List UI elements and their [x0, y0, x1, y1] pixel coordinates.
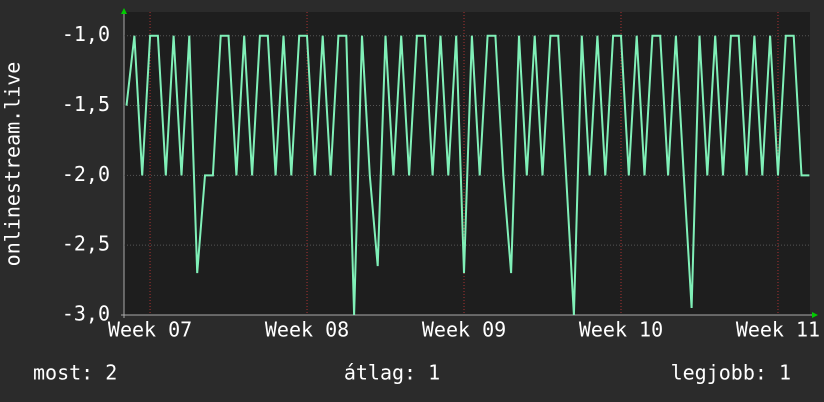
- stat-current: most: 2: [33, 361, 117, 385]
- x-tick-label: Week 07: [108, 318, 192, 342]
- y-tick-label: -2,5: [62, 232, 110, 256]
- stat-best: legjobb: 1: [671, 361, 791, 385]
- x-tick-label: Week 11: [736, 318, 820, 342]
- x-tick-label: Week 10: [579, 318, 663, 342]
- y-tick-label: -2,0: [62, 162, 110, 186]
- stat-average: átlag: 1: [344, 361, 440, 385]
- y-arrow: [121, 8, 127, 14]
- x-tick-label: Week 09: [422, 318, 506, 342]
- x-tick-label: Week 08: [265, 318, 349, 342]
- y-tick-label: -1,0: [62, 22, 110, 46]
- x-arrow: [812, 312, 818, 318]
- y-tick-label: -3,0: [62, 302, 110, 326]
- data-line: [125, 34, 810, 316]
- y-tick-label: -1,5: [62, 92, 110, 116]
- y-axis-label: onlinestream.live: [1, 62, 25, 267]
